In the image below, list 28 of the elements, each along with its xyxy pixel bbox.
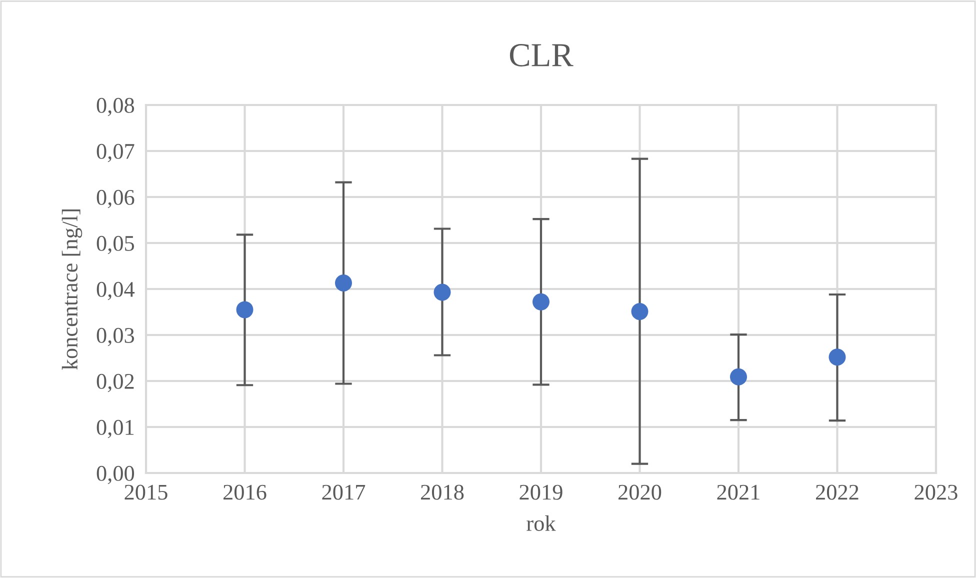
- x-tick-label: 2017: [322, 484, 366, 500]
- y-tick-label: 0,03: [96, 328, 134, 346]
- y-tick-label: 0,04: [96, 282, 135, 300]
- y-tick-label: 0,06: [96, 190, 134, 208]
- x-tick-label: 2023: [914, 484, 958, 500]
- x-tick-label: 2020: [618, 484, 662, 500]
- point: [631, 303, 648, 320]
- point: [334, 274, 352, 292]
- y-tick-label: 0,01: [96, 420, 134, 438]
- chart-title: CLR: [510, 44, 574, 66]
- y-tick-label: 0,08: [96, 98, 134, 116]
- x-tick-label: 2022: [816, 484, 858, 500]
- y-tick-label: 0,00: [96, 466, 134, 484]
- x-tick-label: 2018: [421, 484, 464, 500]
- point: [434, 284, 451, 301]
- y-tick-label: 0,07: [96, 144, 134, 162]
- x-tick-label: 2015: [124, 484, 168, 500]
- x-tick-label: 2019: [520, 484, 562, 500]
- point: [828, 348, 846, 366]
- x-tick-label: 2021: [717, 484, 760, 500]
- y-tick-label: 0,02: [96, 374, 134, 392]
- point: [236, 301, 254, 318]
- x-tick-label: 2016: [224, 484, 266, 500]
- x-axis-title: rok: [526, 515, 556, 532]
- y-tick-label: 0,05: [96, 236, 134, 254]
- y-axis-title: koncentrace [ng/l]: [62, 210, 82, 370]
- point: [532, 293, 550, 310]
- point: [730, 368, 748, 386]
